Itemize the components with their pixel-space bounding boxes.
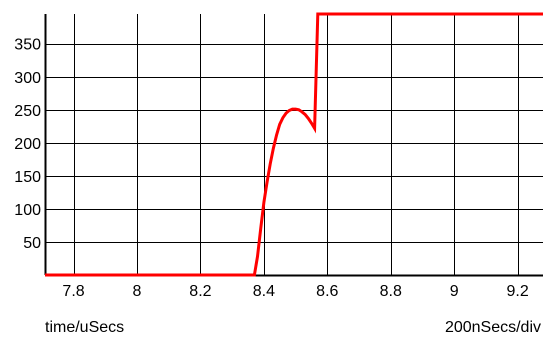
y-tick-label: 250	[14, 103, 41, 120]
y-tick-label: 200	[14, 136, 41, 153]
x-tick-label: 8.6	[316, 283, 338, 300]
y-tick-label: 100	[14, 202, 41, 219]
scale-label: 200nSecs/div	[444, 319, 541, 336]
y-tick-label: 300	[14, 70, 41, 87]
y-tick-label: 350	[14, 37, 41, 54]
x-tick-label: 8.8	[380, 283, 402, 300]
x-tick-label: 9	[450, 283, 459, 300]
x-axis-label: time/uSecs	[45, 319, 125, 336]
x-tick-label: 8.4	[253, 283, 275, 300]
x-tick-label: 8	[133, 283, 142, 300]
tick-labels: 7.8 8 8.2 8.4 8.6 8.8 9 9.2 50 100 150 200 250 300 350	[14, 37, 529, 300]
x-tick-label: 7.8	[62, 283, 84, 300]
series-line	[45, 12, 543, 277]
x-tick-label: 9.2	[506, 283, 528, 300]
axes	[44, 14, 543, 277]
series-layer	[45, 12, 543, 277]
grid	[45, 14, 543, 275]
y-tick-label: 150	[14, 169, 41, 186]
y-tick-label: 50	[23, 235, 41, 252]
x-tick-label: 8.2	[189, 283, 211, 300]
